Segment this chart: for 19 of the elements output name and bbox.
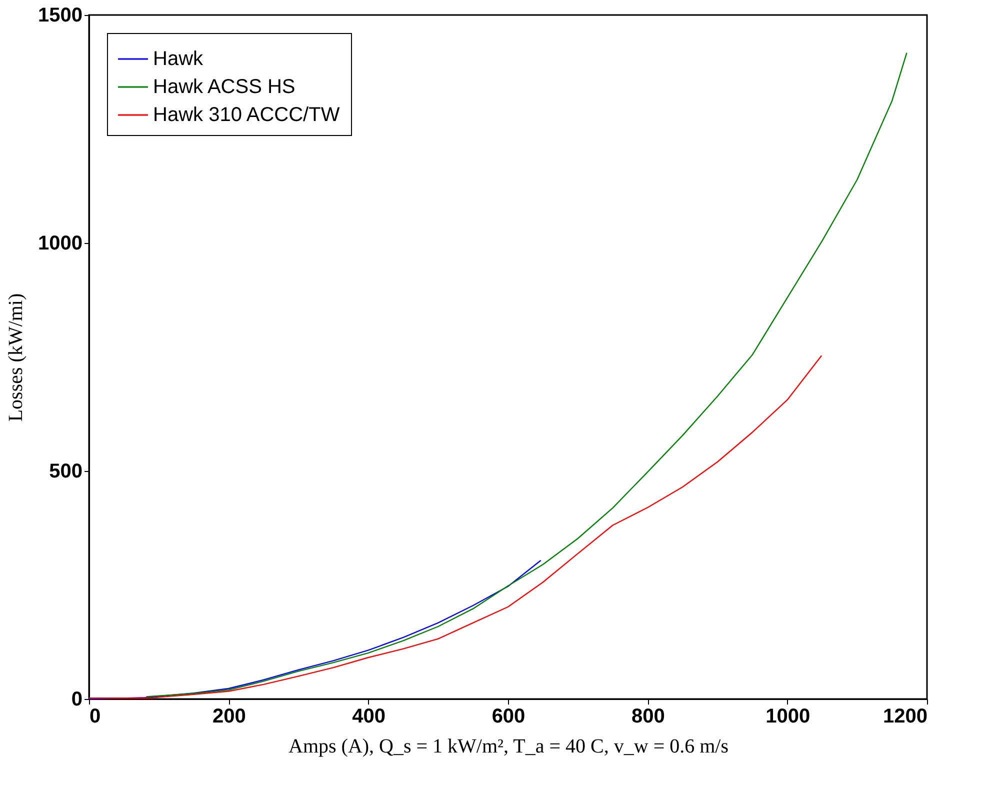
y-tick-label: 1500 [38,4,82,26]
x-axis-title: Amps (A), Q_s = 1 kW/m², T_a = 40 C, v_w = 0.6 m/s [288,736,729,758]
x-tick-label: 1200 [883,706,928,728]
y-tick-label: 0 [71,688,82,710]
y-tick-label: 1000 [38,232,82,254]
legend-label: Hawk 310 ACCC/TW [153,104,340,126]
y-tick-label: 500 [49,460,82,482]
x-tick-label: 200 [212,706,246,728]
y-axis-title: Losses (kW/mi) [5,293,28,422]
x-tick-label: 800 [631,706,665,728]
x-tick-label: 0 [90,706,101,728]
x-tick-label: 1000 [766,706,810,728]
legend-label: Hawk [153,48,204,70]
x-tick-label: 400 [352,706,386,728]
line-series [88,355,822,699]
line-series [88,560,542,700]
legend-label: Hawk ACSS HS [153,76,296,98]
x-tick-label: 600 [492,706,526,728]
line-series [146,52,908,698]
